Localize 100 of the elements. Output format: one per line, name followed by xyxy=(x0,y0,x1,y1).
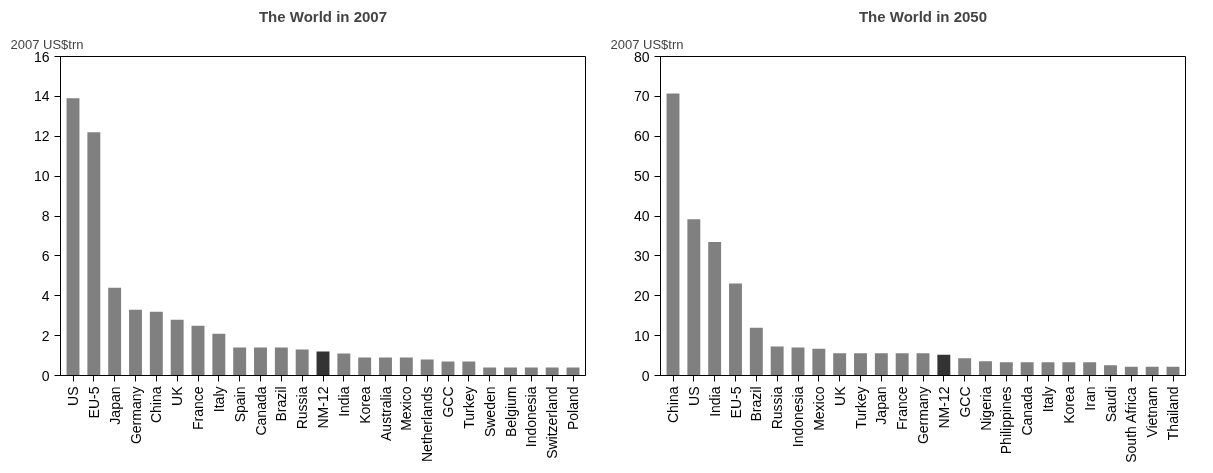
x-tick-label: Switzerland xyxy=(544,386,561,459)
x-tick-label: Sweden xyxy=(481,386,498,438)
y-tick-label: 14 xyxy=(33,88,50,105)
y-tick-label: 12 xyxy=(33,128,50,145)
bar xyxy=(1124,366,1138,376)
x-tick-label: Vietnam xyxy=(1144,386,1161,438)
bar xyxy=(66,98,80,376)
bar xyxy=(666,93,680,376)
bar xyxy=(833,353,847,376)
x-tick-label: Italy xyxy=(1040,386,1056,413)
x-tick-label: Philippines xyxy=(998,386,1015,455)
bar xyxy=(295,349,309,376)
x-tick-label: France xyxy=(894,386,911,431)
x-tick-label: NM-12 xyxy=(315,386,331,429)
x-tick-label: Mexico xyxy=(810,386,827,431)
bar xyxy=(108,287,122,376)
x-tick-label: Italy xyxy=(210,386,227,413)
x-tick-label: Spain xyxy=(231,386,248,423)
x-tick-label: US xyxy=(685,386,702,406)
bar xyxy=(337,353,351,376)
y-tick-label: 50 xyxy=(633,168,650,185)
x-tick-label: Germany xyxy=(915,386,931,445)
bar xyxy=(979,361,992,376)
bar xyxy=(749,327,763,376)
bar xyxy=(149,311,163,376)
x-tick-label: Nigeria xyxy=(977,386,994,431)
bar xyxy=(191,325,205,376)
x-tick-label: Indonesia xyxy=(523,386,540,448)
x-tick-label: Korea xyxy=(356,386,373,424)
x-tick-label: Thailand xyxy=(1165,386,1181,441)
bar xyxy=(708,241,722,376)
y-tick-label: 20 xyxy=(633,287,650,304)
x-tick-label: UK xyxy=(169,385,186,406)
y-tick-label: 0 xyxy=(641,367,650,384)
y-tick-label: 6 xyxy=(41,247,50,264)
bar xyxy=(916,353,930,376)
x-tick-label: France xyxy=(190,386,206,431)
bar xyxy=(379,357,392,376)
bar xyxy=(729,283,742,376)
bar xyxy=(999,362,1013,376)
y-tick-label: 30 xyxy=(633,247,650,264)
bar xyxy=(1041,362,1055,376)
x-tick-label: China xyxy=(148,386,165,424)
x-tick-label: Korea xyxy=(1060,386,1077,424)
y-tick-label: 0 xyxy=(41,367,50,384)
x-tick-label: UK xyxy=(831,385,848,406)
x-tick-label: Germany xyxy=(127,386,144,445)
x-tick-label: Japan xyxy=(873,386,890,425)
x-tick-label: Australia xyxy=(377,386,394,441)
x-tick-label: India xyxy=(706,386,723,417)
chart-title: The World in 2007 xyxy=(258,7,388,25)
x-tick-label: Saudi xyxy=(1102,386,1119,423)
y-tick-label: 4 xyxy=(41,287,50,304)
x-tick-label: Canada xyxy=(1019,386,1036,436)
bar xyxy=(1145,366,1159,376)
bar xyxy=(874,353,888,376)
bar xyxy=(420,359,434,376)
bar xyxy=(1062,362,1076,376)
y-tick-label: 10 xyxy=(633,327,650,344)
bar xyxy=(462,361,476,376)
x-tick-label: Brazil xyxy=(273,386,290,422)
bar xyxy=(1083,362,1097,376)
x-tick-label: Russia xyxy=(294,386,311,430)
x-tick-label: China xyxy=(665,386,681,424)
bar xyxy=(1104,365,1117,376)
bar xyxy=(958,358,972,376)
x-tick-label: Turkey xyxy=(460,386,477,429)
x-tick-label: NM-12 xyxy=(935,386,952,429)
x-tick-label: GCC xyxy=(440,386,456,418)
bar xyxy=(399,357,413,376)
x-tick-label: Turkey xyxy=(852,386,869,429)
bar xyxy=(770,346,784,376)
bar xyxy=(854,353,867,376)
bar xyxy=(129,309,142,376)
x-tick-label: Poland xyxy=(565,386,581,431)
bar xyxy=(791,347,805,376)
bar xyxy=(254,347,267,376)
x-tick-label: EU-5 xyxy=(85,386,102,419)
y-tick-label: 8 xyxy=(41,208,50,224)
x-tick-label: India xyxy=(335,386,352,417)
bar xyxy=(170,319,184,376)
chart-title: The World in 2050 xyxy=(858,7,988,25)
bar xyxy=(233,347,247,376)
x-tick-label: Belgium xyxy=(502,386,519,438)
x-tick-label: EU-5 xyxy=(727,386,744,419)
y-tick-label: 2 xyxy=(41,327,50,344)
x-tick-label: Indonesia xyxy=(790,386,806,448)
bar xyxy=(358,357,372,376)
x-tick-label: Netherlands xyxy=(419,386,436,462)
x-tick-label: Japan xyxy=(106,386,123,425)
bar xyxy=(87,132,101,376)
bar xyxy=(895,353,909,376)
y-tick-label: 10 xyxy=(33,168,50,185)
x-tick-label: Mexico xyxy=(398,386,415,431)
x-tick-label: GCC xyxy=(956,386,973,418)
bar xyxy=(937,354,951,376)
y-tick-label: 70 xyxy=(633,88,650,105)
bar xyxy=(812,348,826,376)
x-tick-label: Russia xyxy=(769,386,786,430)
x-tick-label: Brazil xyxy=(748,386,765,422)
